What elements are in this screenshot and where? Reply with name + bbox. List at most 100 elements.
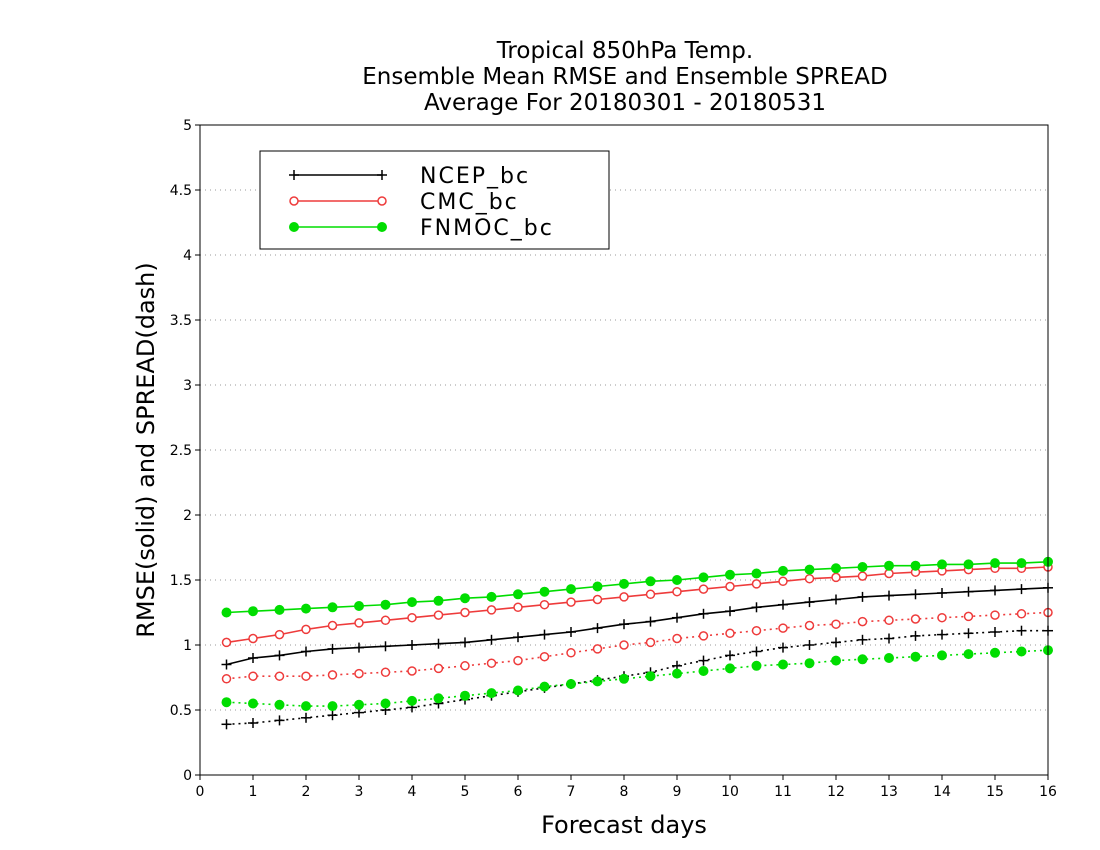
cmc-bc-rmse-point [460,607,470,618]
fnmoc-bc-rmse-point [327,602,338,613]
fnmoc-bc-spread-point [539,681,550,692]
ncep-bc-rmse-point [937,588,947,598]
cmc-bc-spread-point [884,615,894,626]
cmc-bc-rmse-point [566,597,576,607]
fnmoc-bc-rmse-point [963,559,974,570]
legend-entry-cmc-bc: CMC_bc [289,190,517,215]
cmc-bc-spread-point [486,658,497,668]
fnmoc-bc-spread-point [698,666,709,676]
legend-box [259,150,610,250]
fnmoc-bc-spread-point [619,673,629,684]
ncep-bc-rmse-point [433,638,444,649]
fnmoc-bc-spread-point [407,695,417,706]
y-tick-label: 1.5 [170,573,192,589]
fnmoc-bc-rmse-point [248,606,258,617]
ncep-bc-rmse-point [539,629,550,640]
ncep-bc-rmse-point [963,586,974,597]
fnmoc-bc-rmse-point [354,601,364,611]
fnmoc-bc-rmse-point [884,560,894,571]
ncep-bc-rmse-point [248,653,258,663]
fnmoc-bc-rmse-point [460,593,470,604]
x-tick-label: 11 [774,784,792,800]
ncep-bc-rmse-point [990,585,1000,596]
cmc-bc-spread-point [221,674,232,684]
ncep-bc-spread-point [248,718,258,728]
ncep-bc-rmse-point [486,634,497,645]
cmc-bc-rmse-point [619,592,629,602]
fnmoc-bc-spread-line [226,649,1049,707]
cmc-bc-spread-point [804,620,815,631]
fnmoc-bc-rmse-point [831,563,841,574]
cmc-bc-spread-point [963,611,974,622]
fnmoc-bc-spread-point [910,651,921,662]
ncep-bc-rmse-series [221,582,1053,670]
ncep-bc-spread-series [221,625,1053,730]
x-tick-label: 5 [461,784,470,800]
fnmoc-bc-spread-point [274,699,285,710]
cmc-bc-spread-point [831,619,841,629]
fnmoc-bc-spread-point [433,693,444,704]
ncep-bc-rmse-point [698,608,709,619]
fnmoc-bc-spread-point [963,649,974,660]
cmc-bc-rmse-line [226,566,1049,644]
cmc-bc-spread-series [221,607,1053,684]
x-tick-label: 4 [408,784,417,800]
cmc-bc-rmse-point [433,610,444,620]
fnmoc-bc-spread-point [221,697,232,708]
chart-title: Tropical 850hPa Temp. Ensemble Mean RMSE… [362,38,887,116]
cmc-bc-rmse-series [221,562,1053,648]
ncep-bc-spread-point [804,640,815,650]
fnmoc-bc-rmse-point [592,581,603,592]
ncep-bc-rmse-point [460,637,470,648]
cmc-bc-spread-point [725,628,735,639]
x-tick-label: 8 [620,784,629,800]
fnmoc-bc-spread-point [460,690,470,701]
ncep-bc-spread-point [937,629,947,640]
ncep-bc-spread-point [857,634,868,645]
ncep-bc-rmse-point [778,599,788,610]
cmc-bc-spread-point [327,670,338,680]
cmc-bc-spread-point [698,631,709,641]
ncep-bc-rmse-point [274,650,285,661]
fnmoc-bc-rmse-line [226,561,1049,614]
cmc-bc-rmse-point [778,576,788,587]
ncep-bc-spread-line [226,629,1048,726]
cmc-bc-rmse-point [380,615,391,626]
cmc-bc-rmse-point [831,572,841,583]
legend-label: NCEP_bc [420,164,530,189]
fnmoc-bc-spread-point [486,688,497,699]
cmc-bc-rmse-point [407,612,417,623]
ncep-bc-rmse-line [226,587,1049,666]
fnmoc-bc-rmse-point [937,559,947,570]
fnmoc-bc-spread-point [301,701,311,712]
ncep-bc-spread-point [301,712,311,723]
cmc-bc-rmse-point [486,605,497,615]
legend-ncep-bc-start-point [289,170,299,180]
legend-entry-fnmoc-bc: FNMOC_bc [289,216,552,241]
chart-title-line-1: Tropical 850hPa Temp. [496,38,753,64]
cmc-bc-spread-point [433,663,444,674]
cmc-bc-spread-point [248,671,258,681]
ncep-bc-rmse-point [566,627,576,637]
fnmoc-bc-rmse-point [751,568,762,579]
fnmoc-bc-spread-point [725,663,735,674]
cmc-bc-spread-point [751,625,762,636]
series-layer [221,556,1053,730]
y-tick-label: 4 [183,248,192,264]
cmc-bc-rmse-point [354,618,364,628]
fnmoc-bc-spread-point [566,679,576,689]
ncep-bc-spread-point [963,628,974,639]
cmc-bc-spread-point [910,614,921,624]
fnmoc-bc-spread-point [248,698,258,709]
cmc-bc-rmse-point [274,629,285,640]
ncep-bc-spread-point [778,642,788,653]
cmc-bc-spread-point [513,655,523,666]
y-tick-label: 3 [183,378,192,394]
fnmoc-bc-spread-point [884,653,894,663]
ncep-bc-rmse-point [857,591,868,602]
cmc-bc-rmse-point [645,589,656,600]
cmc-bc-spread-point [274,671,285,681]
ncep-bc-spread-point [274,715,285,726]
cmc-bc-rmse-point [327,620,338,631]
